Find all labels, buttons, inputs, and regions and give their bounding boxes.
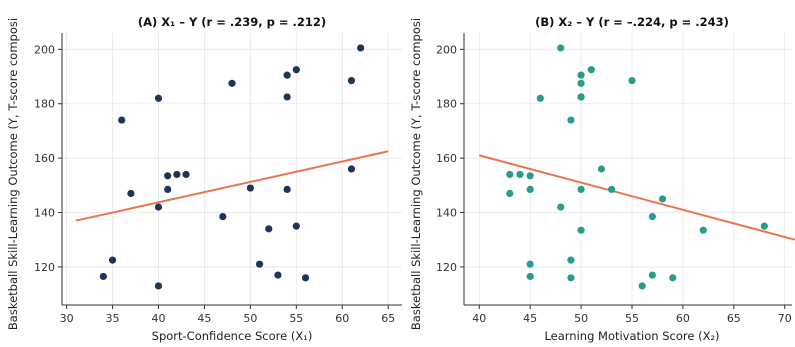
panel-a-data-point xyxy=(228,80,235,87)
panel-a-points xyxy=(100,44,364,289)
panel-b-data-point xyxy=(649,213,656,220)
panel-a-data-point xyxy=(118,116,125,123)
panel-a-data-point xyxy=(155,203,162,210)
panel-a-y-tick-label: 180 xyxy=(34,98,55,111)
panel-b-axes xyxy=(464,33,792,305)
panel-b-x-tick-label: 55 xyxy=(625,312,639,325)
panel-b-fit-line xyxy=(479,155,795,239)
panel-a-x-tick-label: 65 xyxy=(381,312,395,325)
panel-b-y-tick-label: 160 xyxy=(436,152,457,165)
panel-a-y-tick-label: 160 xyxy=(34,152,55,165)
panel-a-data-point xyxy=(164,186,171,193)
panel-b-y-tick-label: 120 xyxy=(436,261,457,274)
panel-a-data-point xyxy=(100,273,107,280)
panel-a-data-point xyxy=(274,271,281,278)
panel-a-x-tick-label: 50 xyxy=(243,312,257,325)
panel-a-data-point xyxy=(247,184,254,191)
panel-b-data-point xyxy=(527,172,534,179)
panel-b-data-point xyxy=(567,274,574,281)
panel-b-scatter: 40 45 50 55 60 65 70 120 140 160 180 200 (B) X₂ – Y… xyxy=(409,15,795,343)
panel-a-y-axis-label: Basketball Skill-Learning Outcome (Y, T-… xyxy=(6,18,20,330)
panel-b-data-point xyxy=(588,66,595,73)
panel-a-x-axis-label: Sport-Confidence Score (X₁) xyxy=(152,329,313,343)
panel-b-data-point xyxy=(577,80,584,87)
panel-b-data-point xyxy=(506,190,513,197)
panel-a-y-tick-label: 200 xyxy=(34,43,55,56)
panel-b-data-point xyxy=(659,195,666,202)
panel-a-ticks: 30 35 40 45 50 55 60 65 120 140 160 180 200 xyxy=(34,43,395,325)
panel-b-data-point xyxy=(557,44,564,51)
panel-b-data-point xyxy=(527,261,534,268)
panel-b-fit-line-group xyxy=(479,155,795,239)
panel-a-data-point xyxy=(284,186,291,193)
panel-a-data-point xyxy=(293,66,300,73)
panel-b-data-point xyxy=(577,227,584,234)
panel-b-data-point xyxy=(537,95,544,102)
panel-b-x-tick-label: 50 xyxy=(574,312,588,325)
panel-b-x-tick-label: 60 xyxy=(676,312,690,325)
panel-a-x-tick-label: 60 xyxy=(335,312,349,325)
panel-a-data-point xyxy=(348,165,355,172)
panel-a-scatter: 30 35 40 45 50 55 60 65 120 140 160 180 200 (A) X₁ –… xyxy=(6,15,402,343)
panel-a-data-point xyxy=(256,261,263,268)
panel-a-data-point xyxy=(155,282,162,289)
panel-b-data-point xyxy=(516,171,523,178)
panel-a-data-point xyxy=(182,171,189,178)
panel-a-data-point xyxy=(109,257,116,264)
panel-a-data-point xyxy=(284,72,291,79)
panel-b-data-point xyxy=(577,186,584,193)
panel-a-x-tick-label: 45 xyxy=(197,312,211,325)
panel-b-x-tick-label: 70 xyxy=(778,312,792,325)
panel-b-y-tick-label: 180 xyxy=(436,98,457,111)
panel-b-title: (B) X₂ – Y (r = –.224, p = .243) xyxy=(535,15,729,29)
panel-b-x-tick-label: 65 xyxy=(727,312,741,325)
panel-a-x-tick-label: 55 xyxy=(289,312,303,325)
panel-b-data-point xyxy=(700,227,707,234)
panel-b-data-point xyxy=(761,223,768,230)
panel-a-data-point xyxy=(284,93,291,100)
panel-a-data-point xyxy=(293,223,300,230)
panel-b-x-tick-label: 40 xyxy=(472,312,486,325)
panel-b-data-point xyxy=(567,257,574,264)
panel-a-data-point xyxy=(127,190,134,197)
panel-b-ticks: 40 45 50 55 60 65 70 120 140 160 180 200 xyxy=(436,43,792,325)
panel-b-data-point xyxy=(506,171,513,178)
panel-b-points xyxy=(506,44,768,289)
panel-a-data-point xyxy=(164,172,171,179)
panel-a-x-tick-label: 35 xyxy=(106,312,120,325)
panel-a-data-point xyxy=(357,44,364,51)
panel-a-x-tick-label: 40 xyxy=(151,312,165,325)
panel-b-y-tick-label: 140 xyxy=(436,207,457,220)
panel-a-data-point xyxy=(219,213,226,220)
panel-b-data-point xyxy=(577,93,584,100)
panel-b-data-point xyxy=(577,72,584,79)
panel-b-x-axis-label: Learning Motivation Score (X₂) xyxy=(544,329,719,343)
panel-b-data-point xyxy=(527,273,534,280)
panel-a-y-tick-label: 120 xyxy=(34,261,55,274)
panel-a-y-tick-label: 140 xyxy=(34,207,55,220)
panel-a-data-point xyxy=(265,225,272,232)
panel-b-data-point xyxy=(598,165,605,172)
panel-b-data-point xyxy=(567,116,574,123)
panel-a-data-point xyxy=(173,171,180,178)
panel-b-data-point xyxy=(557,203,564,210)
panel-a-title: (A) X₁ – Y (r = .239, p = .212) xyxy=(138,15,326,29)
panel-a-data-point xyxy=(348,77,355,84)
panel-a-x-tick-label: 30 xyxy=(60,312,74,325)
panel-a-fit-line-group xyxy=(76,151,388,220)
panel-b-y-axis-label: Basketball Skill-Learning Outcome (Y, T-… xyxy=(409,18,423,330)
panel-b-data-point xyxy=(608,186,615,193)
panel-b-y-tick-label: 200 xyxy=(436,43,457,56)
panel-a-data-point xyxy=(155,95,162,102)
panel-b-data-point xyxy=(639,282,646,289)
panel-b-data-point xyxy=(669,274,676,281)
panel-b-grid xyxy=(464,33,792,305)
panel-a-fit-line xyxy=(76,151,388,220)
panel-b-data-point xyxy=(527,186,534,193)
panel-b-x-tick-label: 45 xyxy=(523,312,537,325)
panel-b-data-point xyxy=(628,77,635,84)
panel-b-data-point xyxy=(649,271,656,278)
panel-a-data-point xyxy=(302,274,309,281)
